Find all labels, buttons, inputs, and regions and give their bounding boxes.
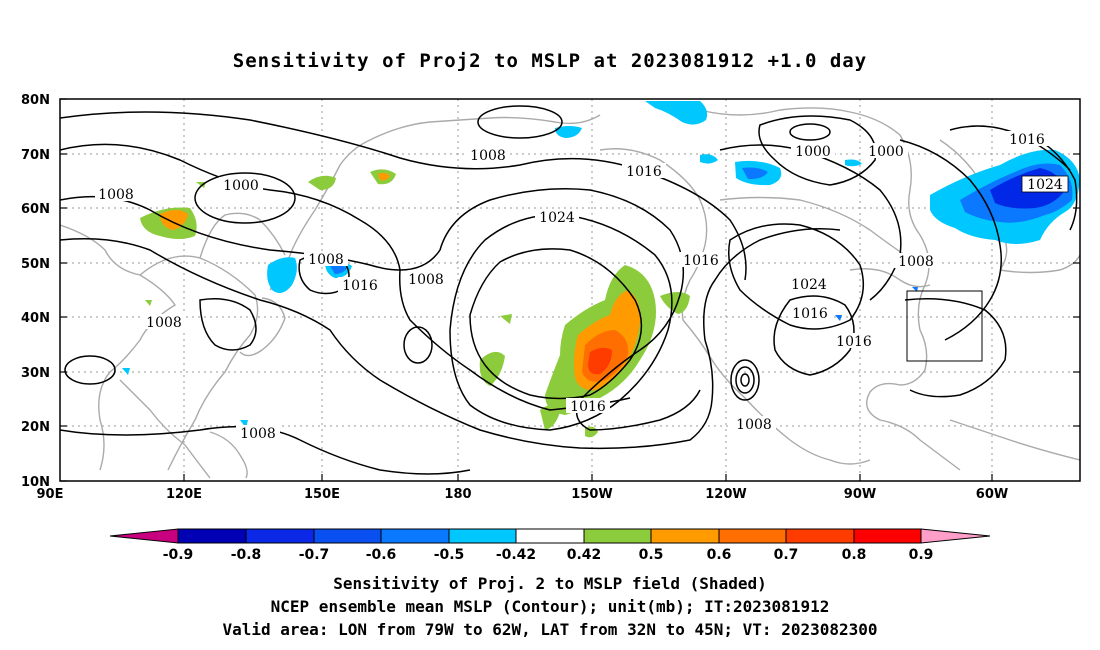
contour-label: 1008 [408,272,444,288]
contour-label: 1016 [342,278,378,294]
contour-label: 1000 [868,144,904,160]
lon-label-90e: 90E [37,487,64,502]
valid-area-box [906,290,983,362]
colorbar-label: -0.8 [231,547,262,563]
axis-ticks [60,98,1080,482]
colorbar-label: -0.42 [496,547,536,563]
contour-labels: 1008 1000 1008 1016 1008 1008 1016 1024 … [95,131,1069,442]
lon-label-150w: 150W [571,487,612,502]
colorbar-swatch [448,528,517,544]
colorbar-label: 0.8 [842,547,867,563]
contour-label: 1016 [683,253,719,269]
coastlines [60,107,1080,479]
contour-label: 1008 [98,187,134,203]
colorbar-label: 0.6 [707,547,732,563]
colorbar-label: -0.9 [163,547,194,563]
lat-label-10n: 10N [21,475,50,490]
colorbar-swatch [515,528,585,544]
lon-label-90w: 90W [844,487,876,502]
colorbar-swatch [177,528,247,544]
lat-label-30n: 30N [21,366,50,381]
contour-label: 1024 [539,210,575,226]
contour-label: 1008 [736,417,772,433]
colorbar-label: 0.9 [909,547,934,563]
colorbar-swatch [853,528,922,544]
colorbar-label: -0.7 [299,547,330,563]
colorbar-swatch [380,528,450,544]
lat-label-60n: 60N [21,202,50,217]
colorbar-label: 0.42 [567,547,602,563]
contour-label: 1000 [795,144,831,160]
contour-label: 1024 [791,277,827,293]
colorbar-label: 0.5 [639,547,664,563]
map-frame [59,98,1081,482]
colorbar-label: -0.6 [366,547,397,563]
lat-label-80n: 80N [21,93,50,108]
contour-label: 1008 [146,315,182,331]
lat-label-20n: 20N [21,420,50,435]
footer-line-3: Valid area: LON from 79W to 62W, LAT fro… [222,620,878,639]
contour-label: 1008 [898,254,934,270]
footer-line-2: NCEP ensemble mean MSLP (Contour); unit(… [270,597,830,616]
contour-label: 1016 [626,164,662,180]
colorbar-swatch [650,528,720,544]
contour-label: 1008 [240,426,276,442]
lon-label-180: 180 [444,487,471,502]
colorbar-swatch [245,528,315,544]
lon-label-120w: 120W [705,487,746,502]
lon-label-150e: 150E [304,487,340,502]
colorbar-label: -0.5 [434,547,465,563]
contour-label: 1016 [792,306,828,322]
contour-label: 1008 [470,148,506,164]
contour-label: 1000 [223,178,259,194]
lat-label-50n: 50N [21,257,50,272]
colorbar-swatch [313,528,382,544]
lon-label-120e: 120E [166,487,202,502]
colorbar-swatch [920,528,991,544]
contour-label: 1024 [1027,177,1063,193]
contour-label: 1016 [1009,132,1045,148]
colorbar-swatch [718,528,787,544]
colorbar-swatch [583,528,652,544]
mslp-contours [60,105,1078,475]
positive-sensitivity-shading [140,169,690,438]
colorbar [109,528,991,544]
longitude-labels: 90E 120E 150E 180 150W 120W 90W 60W [37,487,1009,502]
colorbar-swatch [109,528,179,544]
footer-line-1: Sensitivity of Proj. 2 to MSLP field (Sh… [333,574,767,593]
contour-label: 1016 [836,334,872,350]
lat-lon-grid [60,99,1080,481]
lat-label-70n: 70N [21,148,50,163]
contour-label: 1016 [570,399,606,415]
contour-label: 1008 [308,252,344,268]
negative-sensitivity-shading [122,101,1080,428]
chart-title: Sensitivity of Proj2 to MSLP at 20230819… [232,50,868,72]
colorbar-label: 0.7 [774,547,799,563]
latitude-labels: 80N 70N 60N 50N 40N 30N 20N 10N [21,93,50,490]
lon-label-60w: 60W [976,487,1008,502]
lat-label-40n: 40N [21,311,50,326]
colorbar-labels: -0.9 -0.8 -0.7 -0.6 -0.5 -0.42 0.42 0.5 … [163,547,934,563]
colorbar-swatch [785,528,855,544]
